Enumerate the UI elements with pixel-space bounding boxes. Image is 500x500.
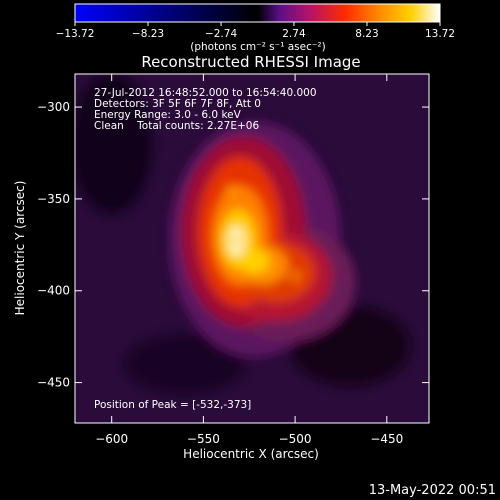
colorbar-tick-label: 13.72 — [425, 28, 455, 40]
peak-position-label: Position of Peak = [-532,-373] — [94, 399, 251, 411]
dark-region — [125, 334, 246, 395]
y-tick-label: −450 — [37, 376, 70, 390]
colorbar-ticks: −13.72 −8.23 −2.74 2.74 8.23 13.72 — [56, 22, 455, 40]
y-tick-label: −400 — [37, 284, 70, 298]
info-line-counts: Clean Total counts: 2.27E+06 — [94, 120, 259, 132]
colorbar-tick-label: −13.72 — [56, 28, 95, 40]
x-axis-label: Heliocentric X (arcsec) — [183, 447, 319, 461]
plot-frame — [74, 73, 430, 424]
colorbar-unit-label: (photons cm⁻² s⁻¹ asec⁻²) — [190, 41, 325, 53]
y-tick-label: −350 — [37, 192, 70, 206]
colorbar — [74, 3, 441, 23]
ridge-point — [289, 270, 302, 283]
footer-timestamp: 13-May-2022 00:51 — [369, 483, 496, 498]
colorbar-tick-label: 2.74 — [282, 28, 306, 40]
info-line-energy: Energy Range: 3.0 - 6.0 keV — [94, 109, 242, 121]
x-tick-label: −500 — [279, 432, 312, 446]
colorbar-tick-label: 8.23 — [355, 28, 378, 40]
observation-info: 27-Jul-2012 16:48:52.000 to 16:54:40.000… — [94, 87, 317, 132]
ridge-point — [261, 262, 274, 275]
colorbar-tick-label: −8.23 — [132, 28, 164, 40]
x-tick-label: −550 — [187, 432, 220, 446]
ridge-point — [230, 235, 243, 248]
image-area — [75, 74, 429, 423]
dark-region — [75, 74, 152, 214]
info-line-time: 27-Jul-2012 16:48:52.000 to 16:54:40.000 — [94, 87, 317, 99]
x-tick-label: −450 — [370, 432, 403, 446]
y-tick-label: −300 — [37, 100, 70, 114]
info-line-detectors: Detectors: 3F 5F 6F 7F 8F, Att 0 — [94, 98, 261, 110]
x-tick-label: −600 — [95, 432, 128, 446]
ridge-point — [224, 183, 237, 196]
colorbar-tick-label: −2.74 — [205, 28, 237, 40]
y-axis-label: Heliocentric Y (arcsec) — [13, 181, 27, 316]
chart-title: Reconstructed RHESSI Image — [141, 53, 360, 71]
axis-ticks: −600 −550 −500 −450 −300 −350 −400 −450 — [37, 74, 429, 446]
